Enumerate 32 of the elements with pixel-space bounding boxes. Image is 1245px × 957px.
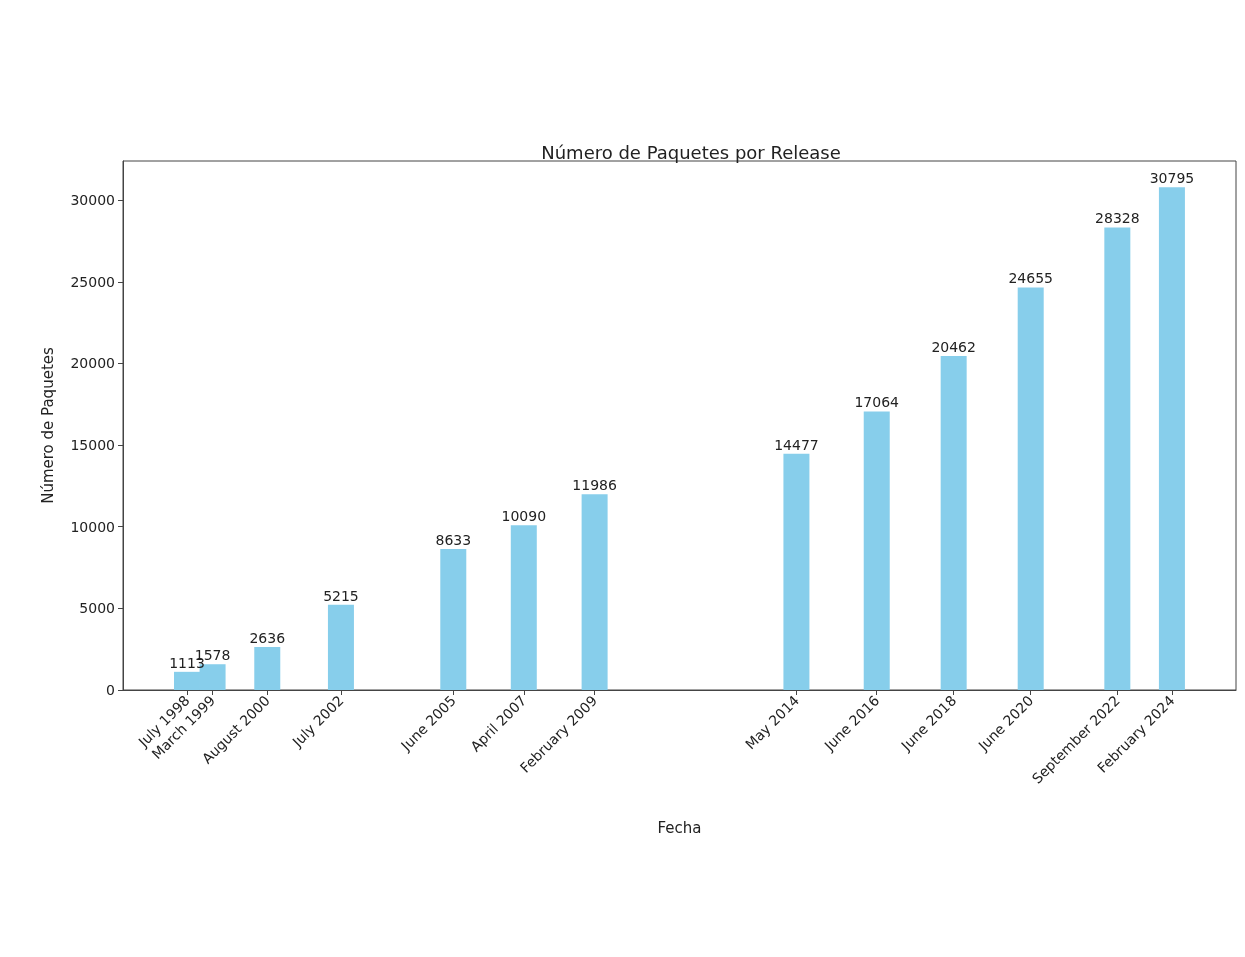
bar	[1104, 227, 1131, 690]
data-label: 20462	[931, 338, 976, 355]
bar	[581, 494, 608, 690]
data-label: 17064	[854, 394, 900, 411]
data-label: 5215	[323, 587, 359, 604]
bar	[510, 525, 537, 690]
y-tick-label: 0	[106, 682, 115, 698]
data-label: 10090	[501, 508, 547, 525]
chart-title: Número de Paquetes por Release	[541, 141, 841, 163]
y-tick-label: 20000	[70, 355, 115, 372]
bar	[1158, 187, 1185, 690]
data-label: 11986	[572, 477, 617, 494]
data-label: 8633	[435, 532, 472, 549]
y-tick-label: 30000	[70, 192, 115, 209]
bar	[863, 411, 890, 690]
x-axis-title: Fecha	[657, 818, 702, 837]
y-tick-label: 25000	[70, 273, 115, 290]
bar	[783, 453, 810, 690]
data-label: 14477	[774, 436, 819, 453]
bar	[327, 604, 354, 690]
bar	[440, 549, 467, 690]
data-label: 28328	[1095, 210, 1140, 227]
data-label: 24655	[1008, 270, 1053, 287]
y-tick-label: 10000	[70, 518, 115, 535]
y-tick-label: 15000	[70, 437, 115, 454]
y-axis-title: Número de Paquetes	[38, 347, 57, 504]
data-label: 30795	[1149, 170, 1195, 187]
bar	[1017, 287, 1044, 690]
data-label: 2636	[249, 629, 286, 646]
bar	[940, 355, 967, 690]
y-tick-label: 5000	[79, 600, 115, 617]
bar	[254, 646, 281, 690]
